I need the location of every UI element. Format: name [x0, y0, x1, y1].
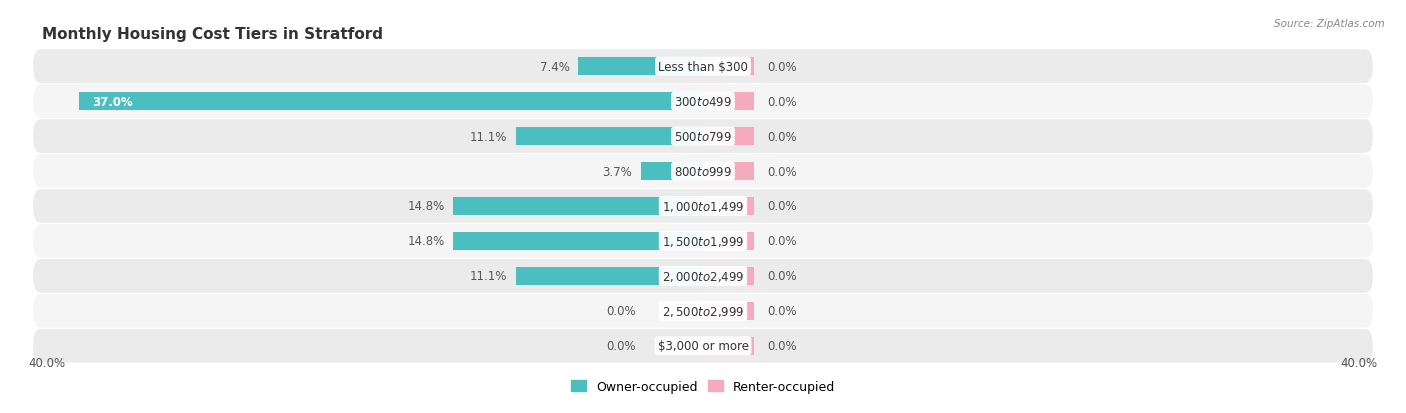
Text: $1,500 to $1,999: $1,500 to $1,999: [662, 235, 744, 248]
FancyBboxPatch shape: [34, 120, 1372, 154]
Bar: [79, 93, 703, 111]
Text: 0.0%: 0.0%: [768, 270, 797, 283]
Bar: [516, 128, 703, 146]
Text: 0.0%: 0.0%: [606, 305, 636, 318]
Text: 40.0%: 40.0%: [1341, 356, 1378, 369]
Text: $300 to $499: $300 to $499: [673, 95, 733, 108]
Text: 14.8%: 14.8%: [408, 235, 444, 248]
Text: $3,000 or more: $3,000 or more: [658, 339, 748, 352]
Bar: [453, 232, 703, 250]
Text: 0.0%: 0.0%: [768, 200, 797, 213]
Text: 0.0%: 0.0%: [768, 95, 797, 108]
Text: 14.8%: 14.8%: [408, 200, 444, 213]
FancyBboxPatch shape: [34, 50, 1372, 84]
FancyBboxPatch shape: [34, 155, 1372, 188]
Bar: [703, 267, 754, 285]
Text: 0.0%: 0.0%: [768, 305, 797, 318]
Text: 3.7%: 3.7%: [602, 165, 633, 178]
Text: 0.0%: 0.0%: [768, 339, 797, 352]
Text: $500 to $799: $500 to $799: [673, 130, 733, 143]
Bar: [703, 163, 754, 181]
Text: $2,000 to $2,499: $2,000 to $2,499: [662, 269, 744, 283]
Text: Monthly Housing Cost Tiers in Stratford: Monthly Housing Cost Tiers in Stratford: [42, 26, 382, 41]
Bar: [703, 302, 754, 320]
Text: 40.0%: 40.0%: [28, 356, 65, 369]
FancyBboxPatch shape: [34, 85, 1372, 119]
Bar: [453, 197, 703, 216]
Legend: Owner-occupied, Renter-occupied: Owner-occupied, Renter-occupied: [567, 375, 839, 398]
Bar: [703, 337, 754, 355]
Text: $2,500 to $2,999: $2,500 to $2,999: [662, 304, 744, 318]
Text: 0.0%: 0.0%: [768, 61, 797, 74]
Bar: [703, 197, 754, 216]
Text: $1,000 to $1,499: $1,000 to $1,499: [662, 199, 744, 214]
Bar: [516, 267, 703, 285]
Bar: [703, 93, 754, 111]
FancyBboxPatch shape: [34, 294, 1372, 328]
Text: 11.1%: 11.1%: [470, 130, 508, 143]
FancyBboxPatch shape: [34, 190, 1372, 223]
Text: 37.0%: 37.0%: [93, 95, 134, 108]
Bar: [703, 58, 754, 76]
FancyBboxPatch shape: [34, 329, 1372, 363]
Bar: [703, 232, 754, 250]
Text: 11.1%: 11.1%: [470, 270, 508, 283]
Text: Less than $300: Less than $300: [658, 61, 748, 74]
Bar: [641, 163, 703, 181]
Text: $800 to $999: $800 to $999: [673, 165, 733, 178]
FancyBboxPatch shape: [34, 259, 1372, 293]
Text: 0.0%: 0.0%: [606, 339, 636, 352]
Bar: [703, 128, 754, 146]
Text: 0.0%: 0.0%: [768, 235, 797, 248]
Text: Source: ZipAtlas.com: Source: ZipAtlas.com: [1274, 19, 1385, 28]
Text: 7.4%: 7.4%: [540, 61, 569, 74]
Bar: [578, 58, 703, 76]
FancyBboxPatch shape: [34, 225, 1372, 258]
Text: 0.0%: 0.0%: [768, 165, 797, 178]
Text: 0.0%: 0.0%: [768, 130, 797, 143]
